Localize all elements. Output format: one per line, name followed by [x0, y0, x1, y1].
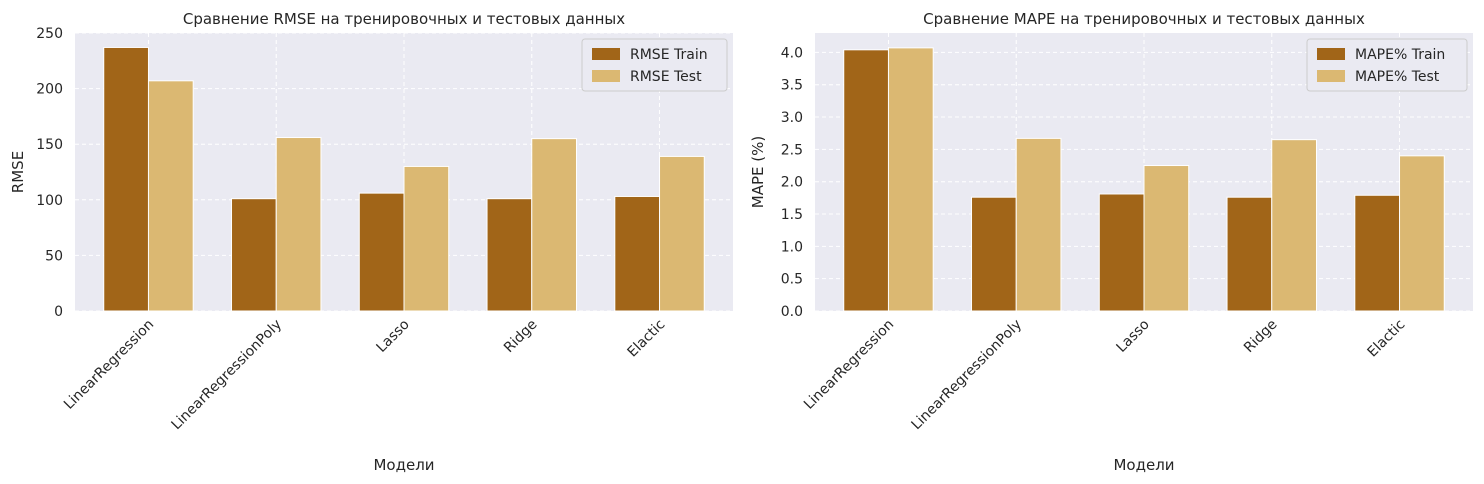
mape-legend: MAPE% Train MAPE% Test	[1306, 38, 1468, 92]
rmse-bar-test	[275, 137, 322, 312]
mape-bar-train	[1226, 196, 1273, 312]
mape-bar-test	[1271, 139, 1317, 312]
rmse-legend-label: RMSE Test	[630, 69, 702, 85]
mape-bar-test	[1399, 155, 1445, 312]
mape-chart: 0.0 0.5 1.0 1.5 2.0 2.5 3.0 3.5 4.0 LinearRegress…	[749, 10, 1473, 474]
mape-legend-box	[1306, 38, 1468, 92]
mape-x-tick-label: Elactic	[1364, 317, 1408, 361]
mape-y-tick-label: 0.5	[781, 272, 803, 288]
rmse-bar-test	[147, 80, 194, 312]
mape-bar-train	[843, 49, 889, 312]
mape-bar-test	[1143, 165, 1190, 312]
rmse-y-tick-label: 100	[36, 193, 63, 209]
mape-y-tick-label: 4.0	[781, 45, 803, 61]
mape-y-tick-label: 2.0	[781, 175, 803, 191]
rmse-x-tick-label: Ridge	[501, 317, 541, 357]
mape-x-tick-label: LinearRegression	[801, 317, 897, 413]
mape-x-tick-label: Ridge	[1241, 317, 1281, 357]
mape-bar-test	[887, 47, 934, 312]
rmse-legend-swatch	[592, 48, 620, 60]
mape-legend-label: MAPE% Test	[1355, 69, 1440, 85]
rmse-bar-train	[103, 46, 149, 312]
rmse-bar-train	[358, 192, 405, 312]
mape-y-axis-label: MAPE (%)	[749, 136, 767, 208]
mape-bar-train	[1354, 194, 1401, 312]
mape-chart-title: Сравнение MAPE на тренировочных и тестов…	[923, 10, 1365, 28]
mape-y-tick-label: 1.0	[781, 239, 803, 255]
rmse-legend-label: RMSE Train	[630, 47, 708, 63]
mape-bar-train	[971, 196, 1017, 312]
mape-bar-test	[1015, 137, 1062, 312]
rmse-bar-test	[659, 155, 705, 312]
mape-y-tick-label: 0.0	[781, 304, 803, 320]
rmse-legend: RMSE Train RMSE Test	[581, 38, 728, 92]
rmse-y-tick-label: 250	[36, 26, 63, 42]
rmse-bar-train	[614, 195, 661, 312]
rmse-y-tick-label: 150	[36, 137, 63, 153]
rmse-x-tick-label: LinearRegression	[61, 317, 157, 413]
mape-y-tick-label: 1.5	[781, 207, 803, 223]
mape-x-tick-label: Lasso	[1114, 317, 1153, 356]
mape-x-tick-label: LinearRegressionPoly	[909, 317, 1026, 434]
mape-y-tick-label: 3.0	[781, 110, 803, 126]
rmse-bar-test	[531, 138, 577, 312]
mape-legend-swatch	[1317, 70, 1345, 82]
mape-x-axis-label: Модели	[1113, 456, 1174, 474]
rmse-x-tick-label: Lasso	[374, 317, 413, 356]
rmse-bar-train	[486, 198, 533, 312]
rmse-x-axis-label: Модели	[373, 456, 434, 474]
rmse-chart: 0 50 100 150 200 250 LinearRegression LinearReg…	[9, 10, 733, 474]
rmse-legend-swatch	[592, 70, 620, 82]
mape-legend-swatch	[1317, 48, 1345, 60]
rmse-x-tick-label: Elactic	[624, 317, 668, 361]
rmse-bar-train	[231, 198, 277, 312]
rmse-y-tick-label: 200	[36, 82, 63, 98]
rmse-x-tick-label: LinearRegressionPoly	[169, 317, 286, 434]
rmse-y-tick-label: 0	[54, 304, 63, 320]
rmse-bar-test	[403, 165, 450, 312]
mape-bar-train	[1098, 193, 1145, 312]
rmse-y-tick-label: 50	[45, 248, 63, 264]
rmse-y-axis-label: RMSE	[9, 151, 27, 193]
mape-y-tick-label: 3.5	[781, 78, 803, 94]
mape-y-tick-label: 2.5	[781, 142, 803, 158]
rmse-chart-title: Сравнение RMSE на тренировочных и тестов…	[183, 10, 625, 28]
mape-legend-label: MAPE% Train	[1355, 47, 1445, 63]
